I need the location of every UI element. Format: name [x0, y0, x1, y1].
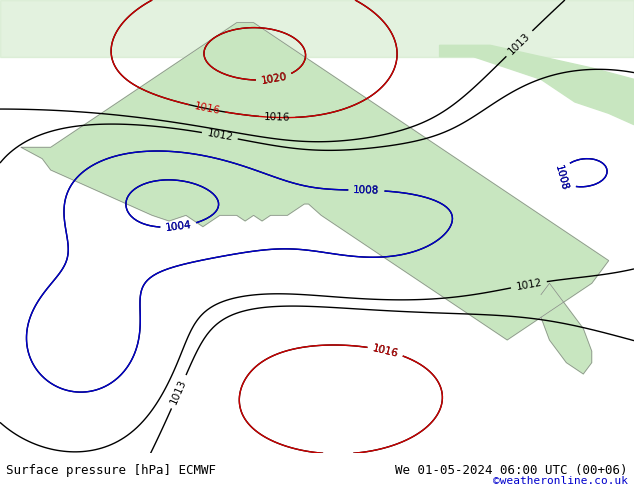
Text: We 01-05-2024 06:00 UTC (00+06): We 01-05-2024 06:00 UTC (00+06): [395, 465, 628, 477]
Text: 1016: 1016: [264, 112, 290, 123]
Polygon shape: [439, 46, 634, 124]
Text: 1008: 1008: [553, 164, 569, 192]
Text: 1012: 1012: [206, 128, 234, 143]
Text: Surface pressure [hPa] ECMWF: Surface pressure [hPa] ECMWF: [6, 465, 216, 477]
Text: ©weatheronline.co.uk: ©weatheronline.co.uk: [493, 476, 628, 486]
Text: 1008: 1008: [353, 185, 380, 196]
Text: 1016: 1016: [372, 343, 399, 359]
Polygon shape: [0, 0, 634, 57]
Text: 1016: 1016: [372, 343, 399, 359]
Polygon shape: [21, 23, 609, 340]
Polygon shape: [541, 283, 592, 374]
Text: 1008: 1008: [353, 185, 380, 196]
Text: 1012: 1012: [515, 277, 543, 292]
Text: 1020: 1020: [260, 72, 288, 86]
Text: 1008: 1008: [553, 164, 569, 192]
Text: 1004: 1004: [165, 220, 192, 233]
Text: 1013: 1013: [507, 31, 532, 56]
Text: 1020: 1020: [260, 72, 288, 86]
Text: 1004: 1004: [165, 220, 192, 233]
Text: 1013: 1013: [169, 378, 189, 406]
Text: 1016: 1016: [193, 101, 221, 116]
